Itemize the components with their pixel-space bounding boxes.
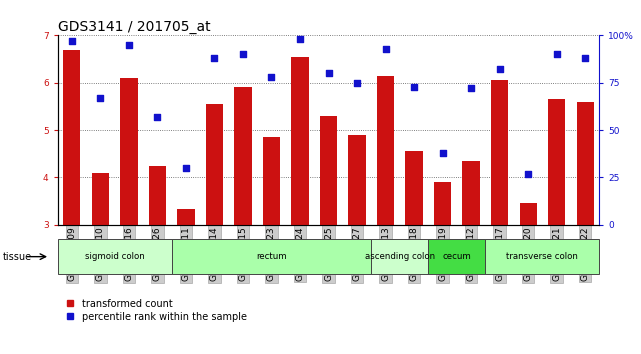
Point: [124, 42, 134, 48]
Bar: [434, 182, 451, 225]
Text: sigmoid colon: sigmoid colon: [85, 252, 145, 261]
Point: [153, 114, 163, 120]
Point: [494, 67, 504, 72]
Legend: transformed count, percentile rank within the sample: transformed count, percentile rank withi…: [63, 295, 251, 326]
Bar: [63, 50, 81, 225]
Text: tissue: tissue: [3, 252, 32, 262]
Text: cecum: cecum: [442, 252, 471, 261]
Bar: [485, 239, 599, 274]
Text: GDS3141 / 201705_at: GDS3141 / 201705_at: [58, 21, 210, 34]
Bar: [371, 239, 428, 274]
Text: rectum: rectum: [256, 252, 287, 261]
Bar: [406, 152, 422, 225]
Point: [551, 51, 562, 57]
Point: [409, 84, 419, 89]
Bar: [428, 239, 485, 274]
Bar: [349, 135, 365, 225]
Point: [181, 165, 191, 171]
Bar: [58, 239, 172, 274]
Bar: [320, 116, 337, 225]
Bar: [548, 99, 565, 225]
Bar: [149, 166, 166, 225]
Bar: [206, 104, 223, 225]
Point: [96, 95, 106, 101]
Point: [238, 51, 248, 57]
Bar: [121, 78, 138, 225]
Point: [466, 86, 476, 91]
Bar: [519, 204, 537, 225]
Bar: [377, 76, 394, 225]
Point: [437, 150, 447, 156]
Point: [210, 55, 220, 61]
Point: [267, 74, 277, 80]
Bar: [292, 57, 308, 225]
Bar: [172, 239, 371, 274]
Bar: [576, 102, 594, 225]
Bar: [491, 80, 508, 225]
Point: [67, 38, 77, 44]
Point: [523, 171, 533, 177]
Point: [323, 70, 333, 76]
Bar: [263, 137, 280, 225]
Point: [380, 46, 390, 51]
Bar: [92, 173, 109, 225]
Text: ascending colon: ascending colon: [365, 252, 435, 261]
Bar: [235, 87, 251, 225]
Point: [295, 36, 305, 42]
Bar: [463, 161, 479, 225]
Bar: [178, 209, 194, 225]
Point: [352, 80, 362, 86]
Text: transverse colon: transverse colon: [506, 252, 578, 261]
Point: [580, 55, 590, 61]
